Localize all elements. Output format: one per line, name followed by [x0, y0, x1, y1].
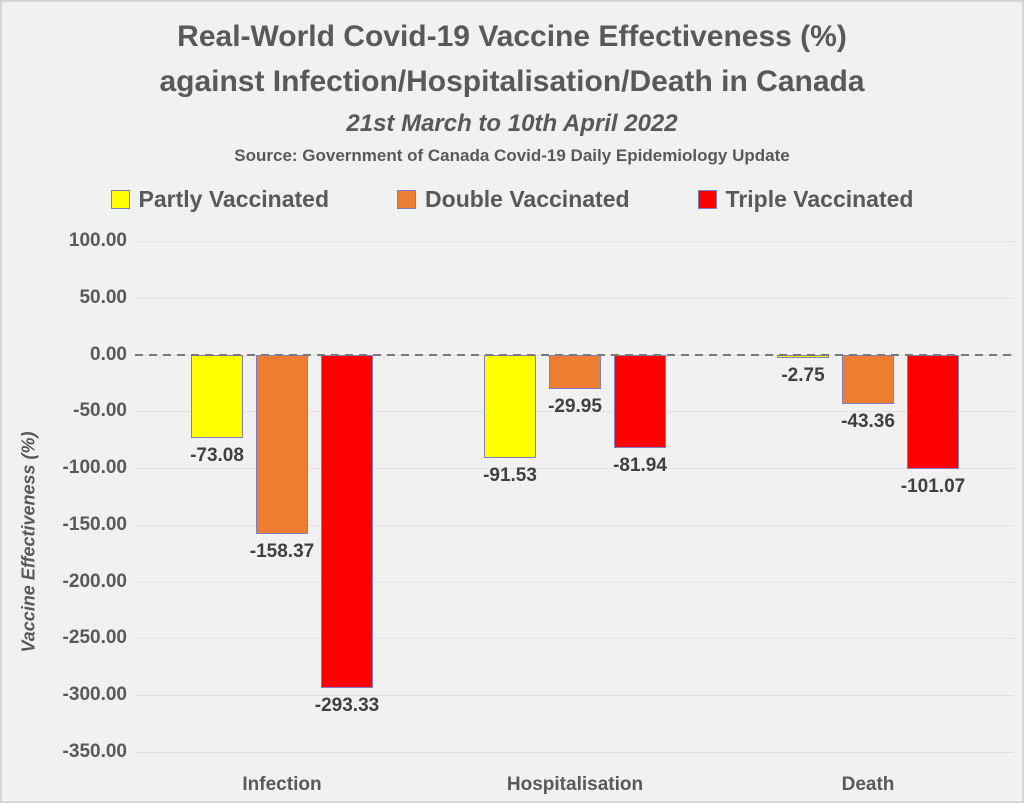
y-axis-tick-label: 0.00 — [90, 343, 127, 365]
legend-swatch-triple-vaccinated — [697, 189, 717, 209]
y-axis-tick-label: -100.00 — [62, 457, 127, 479]
y-axis-tick-label: -50.00 — [73, 400, 127, 422]
y-axis-tick-label: -350.00 — [62, 741, 127, 762]
bar-triple-vaccinated-infection — [321, 354, 373, 688]
gridline — [135, 297, 1015, 299]
legend: Partly Vaccinated Double Vaccinated Trip… — [2, 185, 1022, 213]
legend-item-triple-vaccinated: Triple Vaccinated — [697, 185, 914, 213]
legend-label: Triple Vaccinated — [725, 186, 914, 212]
gridline — [135, 638, 1015, 640]
gridline — [135, 411, 1015, 413]
chart-source: Source: Government of Canada Covid-19 Da… — [234, 146, 790, 165]
bar-value-label: -158.37 — [249, 541, 315, 563]
gridline — [135, 468, 1015, 470]
legend-item-partly-vaccinated: Partly Vaccinated — [110, 185, 330, 213]
bar-double-vaccinated-death — [842, 354, 894, 404]
bar-double-vaccinated-hospitalisation — [549, 354, 601, 389]
chart-title-line1: Real-World Covid-19 Vaccine Effectivenes… — [177, 20, 847, 53]
gridline — [135, 581, 1015, 583]
chart-subtitle: 21st March to 10th April 2022 — [346, 110, 678, 137]
gridline — [135, 524, 1015, 526]
chart-header: Real-World Covid-19 Vaccine Effectivenes… — [2, 2, 1022, 167]
y-axis-tick-label: 100.00 — [68, 230, 127, 251]
x-axis-label-hospitalisation: Hospitalisation — [506, 774, 644, 795]
legend-swatch-double-vaccinated — [397, 189, 417, 209]
x-axis-label-infection: Infection — [242, 774, 322, 795]
bar-value-label: -91.53 — [483, 465, 537, 487]
gridline — [135, 752, 1015, 753]
legend-label: Partly Vaccinated — [138, 186, 330, 212]
legend-label: Double Vaccinated — [425, 186, 630, 212]
y-axis-tick-label: -200.00 — [62, 570, 127, 592]
y-axis-tick-label: -150.00 — [62, 513, 127, 535]
y-axis-tick-label: -300.00 — [62, 684, 127, 706]
bar-partly-vaccinated-infection — [191, 354, 243, 438]
bar-value-label: -29.95 — [548, 395, 602, 417]
bar-value-label: -2.75 — [781, 364, 825, 386]
bar-double-vaccinated-infection — [256, 354, 308, 535]
gridline — [135, 241, 1015, 242]
y-axis-tick-label: -250.00 — [62, 627, 127, 649]
plot-area: -73.08 -91.53 -2.75 -158.37 -29.95 -43.36 -293… — [135, 241, 1015, 753]
x-axis-label-death: Death — [841, 774, 895, 795]
bar-partly-vaccinated-hospitalisation — [484, 354, 536, 459]
bar-triple-vaccinated-death — [907, 354, 959, 470]
chart-title-line2: against Infection/Hospitalisation/Death … — [159, 65, 865, 98]
bar-value-label: -73.08 — [190, 444, 244, 466]
gridline — [135, 695, 1015, 697]
legend-item-double-vaccinated: Double Vaccinated — [397, 185, 630, 213]
bar-value-label: -101.07 — [900, 476, 966, 498]
y-axis-tick-label: 50.00 — [79, 286, 127, 308]
bar-value-label: -43.36 — [841, 410, 895, 432]
bar-triple-vaccinated-hospitalisation — [614, 354, 666, 448]
bar-value-label: -81.94 — [613, 454, 667, 476]
bar-value-label: -293.33 — [314, 694, 380, 716]
legend-swatch-partly-vaccinated — [110, 189, 130, 209]
zero-axis-dashed-line — [135, 353, 1015, 356]
